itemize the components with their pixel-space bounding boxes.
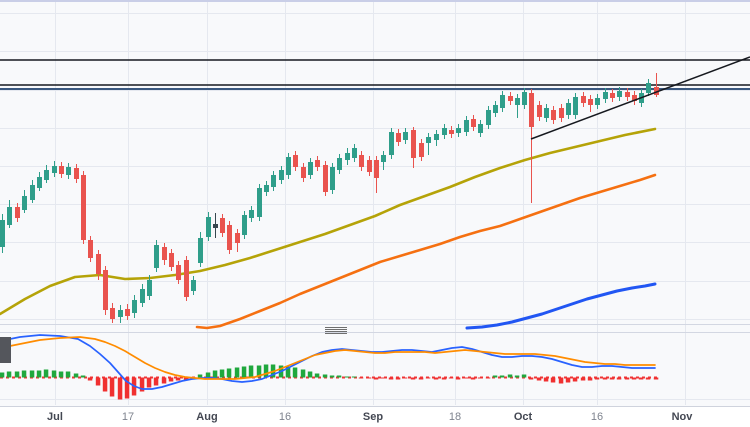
time-axis-label: 18 [448,411,462,423]
time-axis-label: 16 [278,411,292,423]
time-axis-label: 17 [121,411,135,423]
time-axis-label: Jul [47,411,63,423]
price-level-lines[interactable] [0,59,750,90]
time-axis-label: Oct [513,411,533,423]
time-axis-label: Sep [362,411,384,423]
ma-mid-orange [195,173,657,330]
macd-signal-line [0,336,656,380]
macd-pane-button-fragment[interactable] [0,337,11,363]
pane-resize-handle[interactable] [325,327,347,334]
macd-line [0,334,656,390]
ma-slow-blue [465,282,657,330]
ma-fast-olive [0,127,657,316]
time-axis-label: Aug [196,411,218,423]
chart-top-border [0,0,750,2]
time-axis-label: Nov [671,411,693,423]
candlesticks [0,73,659,323]
time-axis-label: 16 [590,411,604,423]
trendline[interactable] [530,56,750,140]
pane-separator[interactable] [0,324,750,333]
time-axis[interactable]: Jul 17 Aug 16 Sep 18 Oct 16 Nov [0,406,750,427]
macd-histogram [0,364,659,400]
